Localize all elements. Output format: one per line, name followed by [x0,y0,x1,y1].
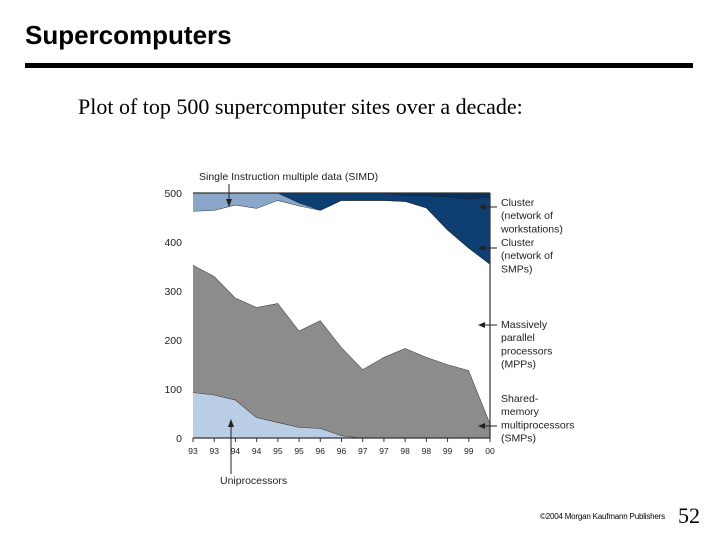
x-tick-label: 98 [400,446,410,456]
x-tick-label: 99 [443,446,453,456]
annotation-uniprocessors: Uniprocessors [220,475,287,487]
x-tick-label: 97 [358,446,368,456]
legend-label: (network of [501,250,553,262]
legend-label: memory [501,406,540,418]
x-tick-label: 00 [485,446,495,456]
chart-ticks: 0 100 200 300 400 500 93 93 94 94 95 95 96 96 97 97 98 98… [164,188,495,456]
chart-areas [192,192,491,439]
slide-subtitle: Plot of top 500 supercomputer sites over… [78,94,523,119]
legend-label: Cluster [501,197,535,209]
x-tick-label: 96 [316,446,326,456]
legend-label: parallel [501,332,535,344]
legend-label: (SMPs) [501,433,536,445]
legend-label: Shared- [501,393,539,405]
area-shared-memory-multiprocessors-smps [193,265,490,438]
legend-arrowhead [478,245,485,251]
legend-label: (MPPs) [501,359,536,371]
title-rule [25,63,693,68]
y-tick-label: 200 [164,335,182,347]
x-tick-label: 94 [252,446,262,456]
legend-arrowhead [478,423,485,429]
annotation-uni-arrowhead [228,419,234,427]
area-cluster-network-of-smps [193,193,490,265]
legend-label: Cluster [501,237,535,249]
y-tick-label: 0 [176,433,182,445]
legend-arrowhead [478,204,485,210]
annotation-simd-arrowhead [226,199,232,207]
legend-label: Massively [501,319,548,331]
area-single-instruction-multiple-data-simd [193,193,490,265]
chart-legend: Cluster(network ofworkstations)Cluster(n… [478,197,575,445]
x-tick-label: 95 [273,446,283,456]
x-tick-label: 97 [379,446,389,456]
x-tick-label: 93 [188,446,198,456]
area-massively-parallel-processors-mpps [193,200,490,424]
legend-label: workstations) [500,223,563,235]
legend-label: multiprocessors [501,419,575,431]
y-tick-label: 400 [164,237,182,249]
page-number: 52 [678,503,700,528]
slide-title: Supercomputers [25,20,232,50]
x-tick-label: 95 [294,446,304,456]
x-tick-label: 93 [209,446,219,456]
legend-label: processors [501,345,552,357]
legend-label: SMPs) [501,263,533,275]
x-tick-label: 94 [231,446,241,456]
area-uniprocessors [193,392,490,438]
annotation-simd: Single Instruction multiple data (SIMD) [199,171,378,183]
x-tick-label: 98 [422,446,432,456]
legend-label: (network of [501,210,553,222]
y-tick-label: 100 [164,384,182,396]
x-tick-label: 96 [337,446,347,456]
y-tick-label: 300 [164,286,182,298]
chart-annotations: Single Instruction multiple data (SIMD) U… [199,171,378,487]
y-tick-label: 500 [164,188,182,200]
copyright-footer: ©2004 Morgan Kaufmann Publishers [540,512,665,521]
area-cluster-network-of-workstations [193,193,490,199]
x-tick-label: 99 [464,446,474,456]
legend-arrowhead [478,322,485,328]
